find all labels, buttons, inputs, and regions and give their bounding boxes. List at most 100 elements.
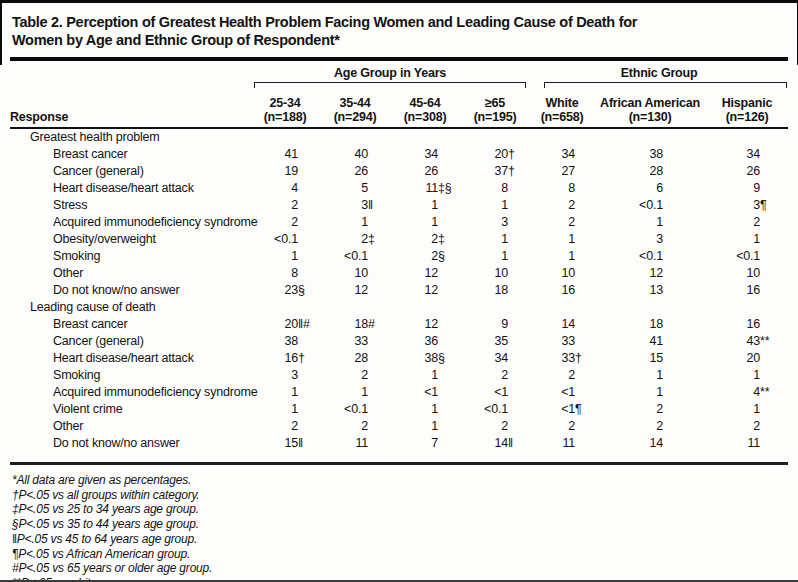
value-cell: 12: [390, 281, 460, 298]
value-cell: 5: [320, 179, 390, 196]
table-figure: Table 2. Perception of Greatest Health P…: [0, 0, 798, 582]
value-cell: 20: [706, 349, 788, 366]
value-cell: 19: [250, 162, 320, 179]
value-cell: 18#: [320, 315, 390, 332]
value-cell: 3‖: [320, 196, 390, 213]
footnote-line: **P<.05 vs white group.: [12, 576, 798, 582]
value-cell: 33†: [530, 349, 594, 366]
value-cell: 13: [594, 281, 706, 298]
section-label: Leading cause of death: [10, 298, 788, 315]
row-label: Acquired immunodeficiency syndrome: [10, 383, 250, 400]
column-header-label: African American: [594, 96, 706, 110]
value-cell: 26: [390, 162, 460, 179]
value-cell: 8: [250, 264, 320, 281]
value-cell: <1: [390, 383, 460, 400]
age-group-bracket: [254, 82, 526, 88]
value-cell: 2§: [390, 247, 460, 264]
value-cell: 10: [530, 264, 594, 281]
value-cell: 1: [460, 196, 530, 213]
value-cell: 16†: [250, 349, 320, 366]
value-cell: 11: [706, 434, 788, 451]
row-label: Do not know/no answer: [10, 281, 250, 298]
value-cell: 1: [390, 213, 460, 230]
table-row: Stress23‖112<0.13¶: [10, 196, 788, 213]
value-cell: 14: [530, 315, 594, 332]
row-label: Heart disease/heart attack: [10, 349, 250, 366]
table-row: Cancer (general)38333635334143**: [10, 332, 788, 349]
value-cell: 1: [390, 400, 460, 417]
value-cell: 15‖: [250, 434, 320, 451]
table-row: Heart disease/heart attack4511‡§8869: [10, 179, 788, 196]
value-cell: 1: [594, 366, 706, 383]
value-cell: 3: [594, 230, 706, 247]
row-label: Stress: [10, 196, 250, 213]
value-cell: 1: [530, 247, 594, 264]
column-header-label: 35-44: [320, 96, 390, 110]
value-cell: <0.1: [250, 230, 320, 247]
value-cell: 1: [530, 230, 594, 247]
table-row: Other8101210101210: [10, 264, 788, 281]
value-cell: 4**: [706, 383, 788, 400]
value-cell: 10: [460, 264, 530, 281]
ethnic-group-spanner-label: Ethnic Group: [530, 61, 788, 82]
column-header-n: (n=195): [460, 110, 530, 124]
column-header: 25-34(n=188): [250, 90, 320, 128]
column-header-label: 25-34: [250, 96, 320, 110]
value-cell: 18: [594, 315, 706, 332]
value-cell: 9: [706, 179, 788, 196]
footnote-line: *All data are given as percentages.: [12, 473, 798, 488]
value-cell: 38: [594, 145, 706, 162]
value-cell: 28: [594, 162, 706, 179]
table-row: Heart disease/heart attack16†2838§3433†1…: [10, 349, 788, 366]
column-header: 45-64(n=308): [390, 90, 460, 128]
value-cell: 6: [594, 179, 706, 196]
value-cell: 1: [460, 247, 530, 264]
value-cell: <1¶: [530, 400, 594, 417]
table-title: Table 2. Perception of Greatest Health P…: [0, 3, 655, 49]
value-cell: 33: [320, 332, 390, 349]
table-row: Breast cancer41403420†343834: [10, 145, 788, 162]
value-cell: 41: [250, 145, 320, 162]
value-cell: 37†: [460, 162, 530, 179]
value-cell: 2: [460, 417, 530, 434]
data-table: Age Group in Years Ethnic Group Response…: [10, 61, 788, 451]
section-row: Leading cause of death: [10, 298, 788, 315]
value-cell: 27: [530, 162, 594, 179]
value-cell: 2: [594, 417, 706, 434]
table-row: Do not know/no answer23§121218161316: [10, 281, 788, 298]
value-cell: 1: [390, 366, 460, 383]
table-row: Violent crime1<0.11<0.1<1¶21: [10, 400, 788, 417]
value-cell: 12: [390, 315, 460, 332]
value-cell: 33: [530, 332, 594, 349]
value-cell: 9: [460, 315, 530, 332]
value-cell: 16: [706, 315, 788, 332]
row-label: Other: [10, 417, 250, 434]
value-cell: 1: [594, 213, 706, 230]
value-cell: 1: [460, 230, 530, 247]
column-header-n: (n=188): [250, 110, 320, 124]
value-cell: <0.1: [594, 247, 706, 264]
value-cell: 2‡: [390, 230, 460, 247]
row-label: Acquired immunodeficiency syndrome: [10, 213, 250, 230]
ethnic-group-bracket: [544, 82, 787, 88]
value-cell: <0.1: [594, 196, 706, 213]
table-row: Acquired immunodeficiency syndrome211321…: [10, 213, 788, 230]
footnote-line: #P<.05 vs 65 years or older age group.: [12, 561, 798, 576]
section-row: Greatest health problem: [10, 128, 788, 145]
age-group-spanner-label: Age Group in Years: [250, 61, 530, 82]
value-cell: 12: [594, 264, 706, 281]
value-cell: 1: [594, 383, 706, 400]
row-label: Heart disease/heart attack: [10, 179, 250, 196]
value-cell: 18: [460, 281, 530, 298]
value-cell: 1: [706, 230, 788, 247]
value-cell: 1: [250, 400, 320, 417]
value-cell: 2: [320, 366, 390, 383]
column-header-n: (n=294): [320, 110, 390, 124]
value-cell: <1: [530, 383, 594, 400]
table-row: Do not know/no answer15‖11714‖111411: [10, 434, 788, 451]
spanner-bracket-row: [10, 82, 788, 90]
value-cell: 1: [320, 213, 390, 230]
footnotes: *All data are given as percentages.†P<.0…: [0, 465, 798, 582]
value-cell: 14: [594, 434, 706, 451]
value-cell: 36: [390, 332, 460, 349]
